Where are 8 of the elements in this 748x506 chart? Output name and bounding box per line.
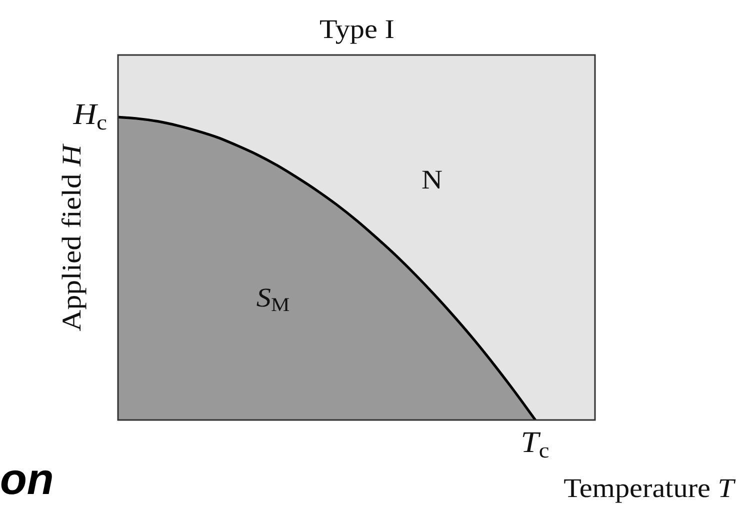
annotation: N: [422, 164, 443, 195]
y-axis-title: Applied field H: [56, 144, 86, 331]
text: H$_{c}$: [73, 98, 107, 134]
chart-title: Type I: [319, 14, 394, 44]
annotation: T$_{c}$: [521, 426, 550, 462]
text: on: [0, 455, 54, 504]
series-label: S$_{M}$: [256, 282, 290, 316]
x-axis-title: Temperature T: [564, 473, 734, 503]
